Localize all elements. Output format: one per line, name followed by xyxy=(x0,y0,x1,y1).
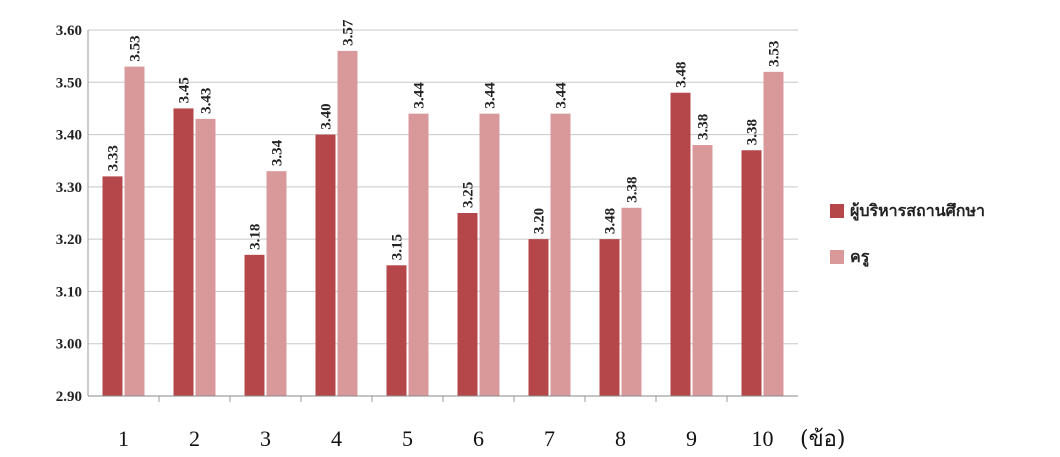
x-axis: 1 2 3 4 5 6 7 8 9 10 xyxy=(88,395,798,451)
y-tick-label: 2.90 xyxy=(56,389,82,405)
y-axis: 2.90 3.00 3.10 3.20 3.30 3.40 3.50 3.60 xyxy=(56,23,89,405)
bar-series-1-item-9 xyxy=(670,92,691,396)
value-label: 3.34 xyxy=(270,139,286,166)
value-label: 3.20 xyxy=(532,208,548,234)
x-tick-label: 1 xyxy=(118,426,129,451)
x-tick-label: 9 xyxy=(686,426,697,451)
bar-series-1-item-1 xyxy=(102,176,123,396)
bar-series-2-item-5 xyxy=(408,113,429,397)
value-label: 3.43 xyxy=(199,88,215,114)
legend-label-teachers: ครู xyxy=(850,247,870,268)
value-label: 3.38 xyxy=(625,177,641,203)
value-label: 3.48 xyxy=(674,61,690,87)
bar-series-1-item-5 xyxy=(386,265,407,396)
gridlines xyxy=(88,29,798,345)
legend-label-administrators: ผู้บริหารสถานศึกษา xyxy=(850,201,985,222)
y-tick-label: 3.00 xyxy=(56,337,82,353)
x-unit-label: (ข้อ) xyxy=(800,427,845,452)
bar-series-1-item-3 xyxy=(244,254,265,396)
value-label: 3.44 xyxy=(483,82,499,109)
bar-series-2-item-4 xyxy=(337,50,358,397)
bar-series-2-item-1 xyxy=(124,66,145,396)
bar-series-2-item-6 xyxy=(479,113,500,397)
value-label: 3.38 xyxy=(745,119,761,145)
y-tick-label: 3.20 xyxy=(56,232,82,248)
bar-series-1-item-6 xyxy=(457,213,478,396)
x-tick-label: 7 xyxy=(544,426,555,451)
value-label: 3.44 xyxy=(554,82,570,109)
bar-series-2-item-8 xyxy=(621,207,642,396)
x-tick-label: 10 xyxy=(752,426,774,451)
bar-series-1-item-10 xyxy=(741,150,762,396)
y-tick-label: 3.10 xyxy=(56,284,82,300)
value-label: 3.38 xyxy=(696,114,712,140)
bar-series-2-item-10 xyxy=(763,71,784,396)
value-label: 3.48 xyxy=(603,208,619,234)
legend-swatch-teachers xyxy=(830,250,844,264)
y-tick-label: 3.40 xyxy=(56,128,82,144)
value-label: 3.18 xyxy=(248,224,264,250)
legend: ผู้บริหารสถานศึกษา ครู xyxy=(830,201,985,268)
value-label: 3.53 xyxy=(128,35,144,61)
x-tick-label: 4 xyxy=(331,426,342,451)
value-label: 3.33 xyxy=(106,145,122,171)
y-tick-label: 3.30 xyxy=(56,180,82,196)
value-label: 3.45 xyxy=(177,77,193,103)
bar-series-2-item-7 xyxy=(550,113,571,397)
bar-series-1-item-4 xyxy=(315,134,336,397)
x-tick-label: 8 xyxy=(615,426,626,451)
value-label: 3.25 xyxy=(461,182,477,208)
bar-series-1-item-8 xyxy=(599,239,620,396)
value-label: 3.15 xyxy=(390,234,406,260)
x-tick-label: 3 xyxy=(260,426,271,451)
value-label: 3.57 xyxy=(341,19,357,46)
bars xyxy=(102,50,784,397)
value-label: 3.53 xyxy=(767,41,783,67)
bar-series-1-item-2 xyxy=(173,108,194,396)
value-label: 3.44 xyxy=(412,82,428,109)
bar-series-2-item-3 xyxy=(266,171,287,396)
y-tick-label: 3.60 xyxy=(56,23,82,39)
value-label: 3.40 xyxy=(319,103,335,129)
bar-series-1-item-7 xyxy=(528,239,549,396)
x-tick-label: 6 xyxy=(473,426,484,451)
y-tick-label: 3.50 xyxy=(56,75,82,91)
value-labels: 3.33 3.53 3.45 3.43 3.18 3.34 3.40 3.57 3.15 3.44… xyxy=(106,19,783,260)
x-tick-label: 2 xyxy=(189,426,200,451)
bar-series-2-item-2 xyxy=(195,118,216,396)
bar-series-2-item-9 xyxy=(692,145,713,396)
x-tick-label: 5 xyxy=(402,426,413,451)
legend-swatch-administrators xyxy=(830,204,844,218)
